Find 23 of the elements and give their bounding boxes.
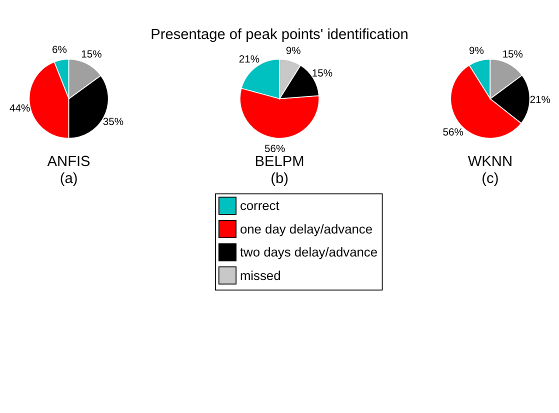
text: (a) xyxy=(60,171,78,188)
text: BELPM xyxy=(254,154,304,170)
legend-label: missed xyxy=(240,268,281,283)
legend-label: two days delay/advance xyxy=(240,244,378,260)
chart-title: Presentage of peak points' identification xyxy=(150,26,408,43)
data-label: 9% xyxy=(468,46,484,58)
legend-label: one day delay/advance xyxy=(240,221,373,236)
data-label: 9% xyxy=(286,46,301,58)
text: WKNN xyxy=(468,154,513,170)
legend-label: correct xyxy=(240,198,280,214)
data-label: 21% xyxy=(238,54,260,66)
text: ANFIS xyxy=(47,154,91,170)
data-label: 15% xyxy=(81,50,102,61)
data-label: 35% xyxy=(102,116,124,128)
data-label: 56% xyxy=(264,144,286,155)
data-label: 15% xyxy=(502,50,523,61)
data-label: 21% xyxy=(530,94,550,106)
data-label: 15% xyxy=(312,68,332,80)
text: (b) xyxy=(270,171,288,188)
data-label: 44% xyxy=(9,104,30,115)
data-label: 56% xyxy=(442,127,464,138)
data-label: 6% xyxy=(52,45,67,56)
text: (c) xyxy=(482,171,499,188)
